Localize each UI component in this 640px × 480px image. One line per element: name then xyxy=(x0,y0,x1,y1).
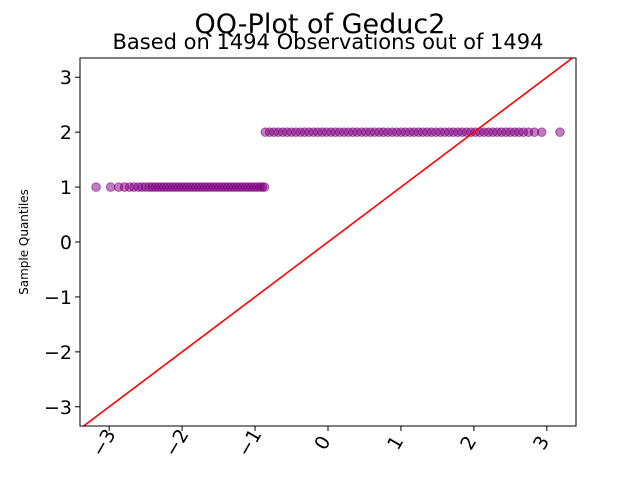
reference-line-group xyxy=(82,58,574,426)
y-tick-label: 2 xyxy=(60,122,72,144)
x-axis-ticks: −3 −2 −1 0 1 2 3 xyxy=(87,425,554,460)
y-tick-label: −2 xyxy=(44,342,72,364)
x-tick-label: 1 xyxy=(383,432,408,453)
y-tick-label: 3 xyxy=(60,67,72,89)
y-tick-label: −3 xyxy=(44,397,72,419)
qq-point xyxy=(555,127,565,137)
x-tick-label: −1 xyxy=(233,425,266,460)
qq-point xyxy=(91,182,101,192)
reference-line xyxy=(82,58,574,426)
y-axis-label: Sample Quantiles xyxy=(17,189,31,295)
x-tick-label: 2 xyxy=(456,432,481,453)
qq-point xyxy=(105,182,116,192)
x-tick-label: 3 xyxy=(529,432,554,453)
chart-subtitle: Based on 1494 Observations out of 1494 xyxy=(112,30,543,54)
data-points xyxy=(91,127,565,192)
qq-point xyxy=(536,127,547,137)
qq-point xyxy=(259,182,270,192)
x-tick-label: −3 xyxy=(87,425,120,460)
y-tick-label: 0 xyxy=(60,232,72,254)
y-axis-ticks: 3 2 1 0 −1 −2 −3 xyxy=(44,67,80,419)
y-tick-label: 1 xyxy=(60,177,72,199)
y-tick-label: −1 xyxy=(44,287,72,309)
x-tick-label: −2 xyxy=(160,425,193,460)
x-tick-label: 0 xyxy=(310,432,335,453)
chart-title: QQ-Plot of Geduc2 xyxy=(195,9,446,40)
